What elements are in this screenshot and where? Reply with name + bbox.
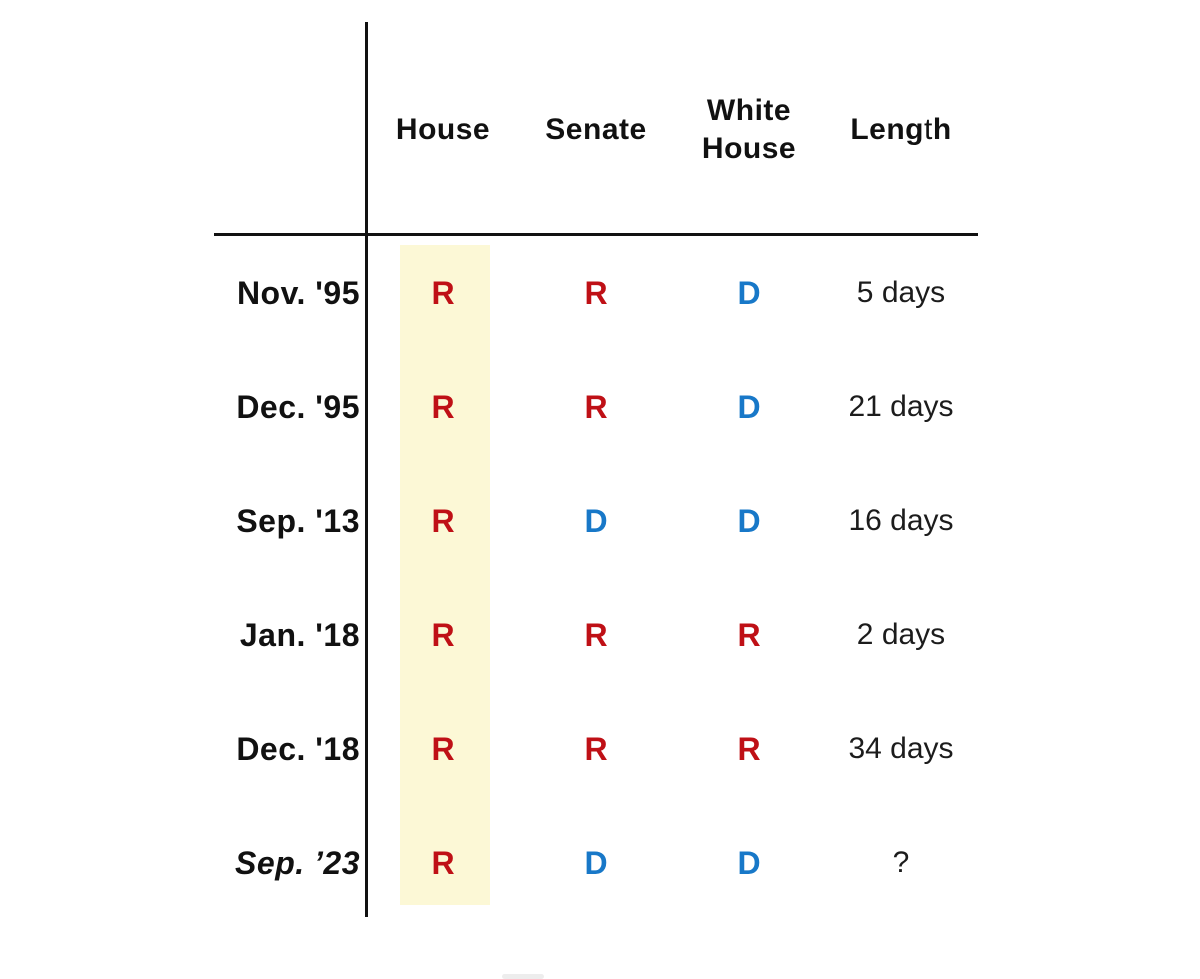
row-label-date: Dec. '18 xyxy=(236,731,360,767)
party-cell-senate: D xyxy=(584,845,608,881)
party-cell-house: R xyxy=(431,389,455,425)
party-cell-senate: R xyxy=(584,617,608,653)
party-cell-white-house: D xyxy=(737,503,761,539)
row-label-date: Dec. '95 xyxy=(236,389,360,425)
table-row: Dec. '18 R R R 34 days xyxy=(0,727,1200,771)
table-row: Jan. '18 R R R 2 days xyxy=(0,613,1200,657)
party-cell-senate: R xyxy=(584,275,608,311)
row-label-date: Jan. '18 xyxy=(239,617,360,653)
length-header-bold-part: Leng xyxy=(850,113,924,146)
party-cell-house: R xyxy=(431,503,455,539)
column-header-length: Length xyxy=(826,111,976,149)
length-value: 16 days xyxy=(848,504,954,537)
party-cell-house: R xyxy=(431,731,455,767)
length-value: 2 days xyxy=(856,618,946,651)
vertical-divider-line xyxy=(365,22,368,917)
cropped-edge-artifact xyxy=(502,974,544,979)
party-cell-white-house: D xyxy=(737,845,761,881)
party-cell-senate: R xyxy=(584,389,608,425)
party-cell-house: R xyxy=(431,845,455,881)
house-column-highlight xyxy=(400,245,490,905)
table-row: Dec. '95 R R D 21 days xyxy=(0,385,1200,429)
party-cell-senate: R xyxy=(584,731,608,767)
party-cell-house: R xyxy=(431,275,455,311)
header-divider-line xyxy=(214,233,978,236)
length-header-thin-part: t xyxy=(924,113,933,146)
length-value: 34 days xyxy=(848,732,954,765)
table-row: Sep. ’23 R D D ? xyxy=(0,841,1200,885)
row-label-date: Sep. '13 xyxy=(236,503,360,539)
party-cell-white-house: D xyxy=(737,275,761,311)
party-cell-house: R xyxy=(431,617,455,653)
table-row: Nov. '95 R R D 5 days xyxy=(0,271,1200,315)
party-cell-white-house: R xyxy=(737,617,761,653)
length-header-bold-part-2: h xyxy=(932,113,952,146)
table-row: Sep. '13 R D D 16 days xyxy=(0,499,1200,543)
row-label-date: Sep. ’23 xyxy=(235,845,360,881)
row-label-date: Nov. '95 xyxy=(236,275,360,311)
length-value: 5 days xyxy=(856,276,946,309)
column-header-white-house: White House xyxy=(701,94,797,165)
column-header-house: House xyxy=(395,113,491,146)
party-cell-white-house: R xyxy=(737,731,761,767)
party-cell-white-house: D xyxy=(737,389,761,425)
length-value: ? xyxy=(892,846,910,879)
party-cell-senate: D xyxy=(584,503,608,539)
column-header-senate: Senate xyxy=(545,113,647,146)
length-value: 21 days xyxy=(848,390,954,423)
